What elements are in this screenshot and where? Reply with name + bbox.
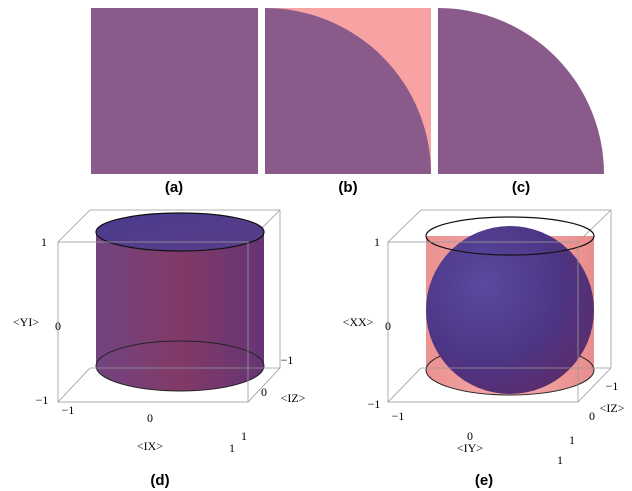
- d-tick-z-mid: 0: [261, 385, 267, 399]
- panel-e-label: (e): [475, 472, 493, 489]
- panel-d-label: (d): [150, 472, 169, 489]
- e-tick-x-mid: 0: [467, 429, 473, 443]
- e-tick-x-right: 1: [557, 453, 563, 467]
- e-x-axis-label: <IY>: [457, 441, 483, 455]
- d-tick-z-top: −1: [281, 353, 294, 367]
- cylinder-top-edge-e: [425, 216, 595, 256]
- d-tick-z-bottom: 1: [241, 429, 247, 443]
- box-front-edges: [57, 241, 281, 403]
- quarter-disk-shape: [265, 8, 431, 174]
- e-tick-z-mid: 0: [589, 409, 595, 423]
- box-front-edges-e: [387, 241, 612, 403]
- d-tick-x-right: 1: [229, 441, 235, 455]
- panel-a: (a): [91, 8, 258, 196]
- d-tick-y-bottom: −1: [36, 393, 49, 407]
- d-y-axis-label: <YI>: [13, 315, 39, 329]
- d-z-axis-label: <IZ>: [281, 391, 306, 405]
- d-x-axis-label: <IX>: [137, 439, 163, 453]
- d-tick-x-left: −1: [62, 403, 75, 417]
- panel-b: (b): [265, 8, 431, 196]
- cylinder-body: [96, 232, 264, 391]
- e-z-axis-label: <IZ>: [600, 401, 625, 415]
- e-tick-y-mid: 0: [385, 319, 391, 333]
- e-tick-x-left: −1: [392, 409, 405, 423]
- square-shape: [91, 8, 258, 174]
- panel-a-label: (a): [165, 179, 183, 196]
- e-y-axis-label: <XX>: [343, 315, 374, 329]
- sphere: [426, 226, 594, 394]
- panel-d: 1 0 −1 <YI> −1 0 <IX> 1 −1 0 <IZ> 1 (d): [13, 209, 306, 489]
- panel-c-label: (c): [512, 179, 530, 196]
- d-tick-y-mid: 0: [55, 319, 61, 333]
- quarter-disk-shape-c: [438, 8, 604, 174]
- e-tick-z-bottom: 1: [569, 433, 575, 447]
- panel-c: (c): [438, 8, 604, 196]
- panel-e: 1 0 −1 <XX> −1 0 <IY> 1 −1 0 <IZ> 1 (e): [343, 209, 625, 489]
- cylinder-bottom-edge: [95, 340, 265, 392]
- cylinder-top-cap: [95, 212, 265, 252]
- e-tick-z-top: −1: [606, 379, 619, 393]
- d-tick-x-mid: 0: [147, 411, 153, 425]
- e-tick-y-top: 1: [374, 235, 380, 249]
- e-tick-y-bottom: −1: [368, 397, 381, 411]
- d-tick-y-top: 1: [41, 235, 47, 249]
- panel-b-label: (b): [338, 179, 357, 196]
